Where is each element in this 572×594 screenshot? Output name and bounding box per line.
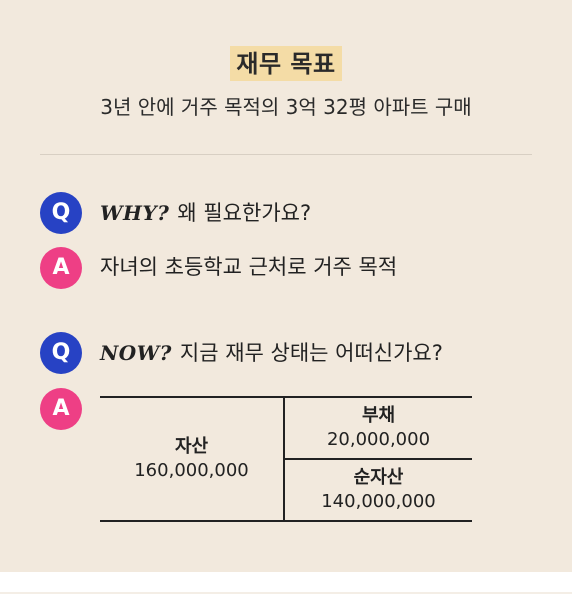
debt-cell: 부채 20,000,000 <box>285 398 472 460</box>
debt-value: 20,000,000 <box>326 429 431 450</box>
debt-label: 부채 <box>361 405 396 426</box>
question-1-prefix: WHY? <box>100 201 170 225</box>
divider <box>40 154 532 155</box>
question-2: NOW? 지금 재무 상태는 어떠신가요? <box>100 338 443 368</box>
answer-badge-1: A <box>40 247 82 289</box>
goal-subtitle: 3년 안에 거주 목적의 3억 32평 아파트 구매 <box>100 95 472 119</box>
balance-sheet-table: 자산 160,000,000 부채 20,000,000 순자산 140,000… <box>100 396 472 522</box>
title-wrap: 재무 목표 <box>0 46 572 81</box>
question-badge-1: Q <box>40 192 82 234</box>
answer-badge-2: A <box>40 388 82 430</box>
net-assets-cell: 순자산 140,000,000 <box>285 460 472 520</box>
question-2-text: 지금 재무 상태는 어떠신가요? <box>179 341 443 365</box>
question-1-text: 왜 필요한가요? <box>177 201 312 225</box>
bottom-strip <box>0 572 572 594</box>
net-assets-value: 140,000,000 <box>321 491 436 512</box>
assets-label: 자산 <box>174 436 209 457</box>
bottom-line <box>0 592 572 594</box>
question-1: WHY? 왜 필요한가요? <box>100 198 311 228</box>
assets-value: 160,000,000 <box>134 460 249 481</box>
question-badge-2: Q <box>40 332 82 374</box>
net-assets-label: 순자산 <box>353 467 404 488</box>
question-2-prefix: NOW? <box>100 341 172 365</box>
financial-goal-card: 재무 목표 3년 안에 거주 목적의 3억 32평 아파트 구매 Q WHY? 왜… <box>0 0 572 572</box>
goal-title: 재무 목표 <box>230 46 342 81</box>
assets-cell: 자산 160,000,000 <box>100 398 285 520</box>
answer-1: 자녀의 초등학교 근처로 거주 목적 <box>100 255 398 279</box>
